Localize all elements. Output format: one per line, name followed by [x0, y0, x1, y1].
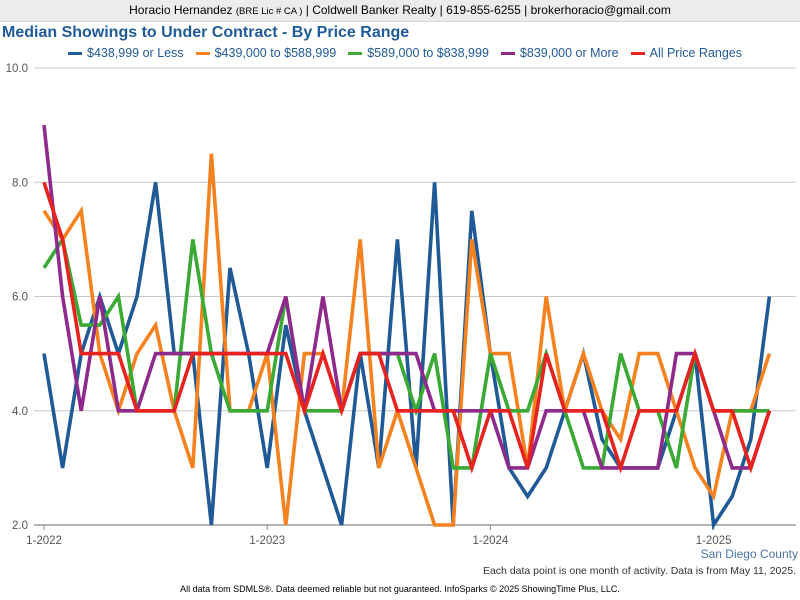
legend-swatch	[630, 52, 645, 56]
y-tick-label: 8.0	[12, 177, 28, 189]
y-tick-label: 2.0	[12, 520, 28, 532]
y-tick-label: 4.0	[12, 406, 28, 418]
region-label: San Diego County	[700, 547, 798, 561]
chart-legend: $438,999 or Less $439,000 to $588,999 $589…	[68, 46, 754, 60]
legend-label: All Price Ranges	[649, 46, 743, 60]
legend-swatch	[348, 52, 363, 56]
agent-header-bar: Horacio Hernandez (BRE Lic # CA ) | Cold…	[0, 0, 800, 22]
legend-swatch	[195, 52, 210, 56]
legend-label: $439,000 to $588,999	[214, 46, 337, 60]
legend-item-5[interactable]: All Price Ranges	[630, 46, 743, 60]
disclaimer: All data from SDMLS®. Data deemed reliab…	[180, 584, 620, 594]
y-tick-label: 6.0	[12, 292, 28, 304]
legend-swatch	[68, 52, 82, 56]
x-tick-label: 1-2024	[472, 535, 508, 547]
x-tick-label: 1-2025	[696, 535, 732, 547]
series-line-2	[42, 153, 772, 527]
x-tick-label: 1-2022	[26, 535, 62, 547]
data-note: Each data point is one month of activity…	[482, 565, 796, 577]
header-separator: |	[524, 3, 528, 17]
legend-item-1[interactable]: $438,999 or Less	[68, 46, 184, 60]
agent-email: brokerhoracio@gmail.com	[530, 3, 671, 17]
series-line-4	[42, 124, 772, 470]
legend-label: $589,000 to $838,999	[367, 46, 489, 60]
legend-swatch	[500, 52, 515, 56]
chart-title: Median Showings to Under Contract - By P…	[2, 24, 410, 41]
legend-item-4[interactable]: $839,000 or More	[500, 46, 619, 60]
agent-license: (BRE Lic # CA )	[235, 6, 303, 17]
agent-brokerage: | Coldwell Banker Realty |	[305, 3, 443, 17]
legend-item-2[interactable]: $439,000 to $588,999	[195, 46, 337, 60]
agent-phone: 619-855-6255	[446, 3, 521, 17]
agent-name: Horacio Hernandez	[129, 3, 233, 17]
x-tick-label: 1-2023	[249, 535, 285, 547]
legend-label: $839,000 or More	[519, 46, 619, 60]
y-tick-label: 10.0	[6, 63, 28, 75]
legend-item-3[interactable]: $589,000 to $838,999	[348, 46, 489, 60]
series-line-5	[42, 181, 772, 474]
legend-label: $438,999 or Less	[87, 46, 184, 60]
